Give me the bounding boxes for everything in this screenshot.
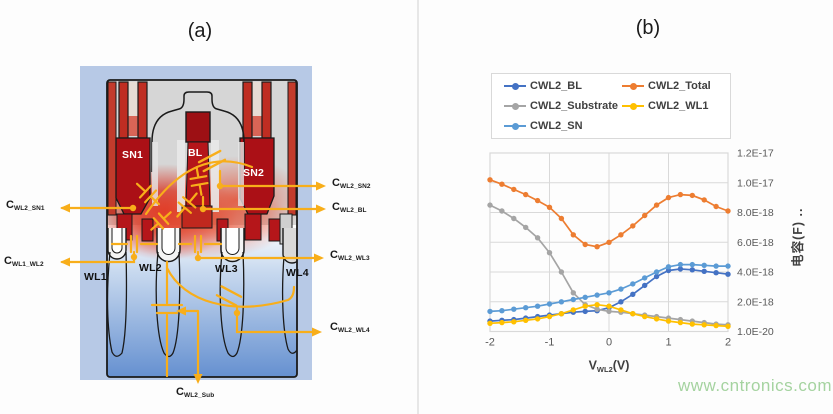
series-CWL2_WL1 (487, 302, 731, 329)
cap-label-wl2-wl3: CWL2_WL3 (330, 249, 370, 262)
deep-trench-outlines (107, 251, 297, 358)
wl2-label: WL2 (139, 262, 162, 274)
svg-text:8.0E-18: 8.0E-18 (737, 207, 774, 219)
legend-item-CWL2_SN: CWL2_SN (504, 120, 622, 133)
cap-label-wl2-bl: CWL2_BL (332, 201, 367, 214)
bl-label: BL (188, 147, 203, 159)
legend-item-CWL2_Substrate: CWL2_Substrate (504, 100, 622, 113)
legend-marker (504, 122, 526, 131)
capacitor-network (60, 149, 318, 378)
svg-text:1.2E-17: 1.2E-17 (737, 148, 774, 160)
bl-contact-cap (185, 111, 211, 143)
wl1-label: WL1 (84, 271, 107, 283)
svg-text:1.0E-17: 1.0E-17 (737, 177, 774, 189)
legend-label: CWL2_WL1 (648, 100, 709, 112)
legend-item-CWL2_BL: CWL2_BL (504, 80, 622, 93)
dome-outline (151, 91, 245, 172)
x-axis-title: VWL2(V) (589, 359, 630, 375)
cap-label-wl2-sub: CWL2_Sub (176, 386, 215, 399)
cap-label-wl2-sn1: CWL2_SN1 (6, 199, 45, 212)
panel-divider (417, 0, 419, 414)
y-axis-title: 电容(F) .. (790, 208, 805, 267)
svg-text:1.0E-20: 1.0E-20 (737, 326, 774, 338)
wl3-label: WL3 (215, 263, 238, 275)
legend-marker (622, 102, 644, 111)
svg-text:2.0E-18: 2.0E-18 (737, 296, 774, 308)
legend-marker (504, 102, 526, 111)
svg-text:6.0E-18: 6.0E-18 (737, 237, 774, 249)
panel-b-title: (b) (635, 17, 661, 39)
series-CWL2_Total (487, 177, 731, 250)
watermark: www.cntronics.com (678, 376, 832, 395)
legend-label: CWL2_SN (530, 120, 583, 132)
legend-label: CWL2_Substrate (530, 100, 619, 112)
cap-label-wl2-wl4: CWL2_WL4 (330, 321, 370, 334)
sn1-label: SN1 (122, 149, 144, 161)
legend-label: CWL2_Total (648, 80, 711, 92)
legend-item-CWL2_Total: CWL2_Total (622, 80, 730, 93)
wl4-label: WL4 (286, 267, 309, 279)
cap-label-wl1-wl2: CWL1_WL2 (4, 255, 44, 268)
cap-label-wl2-sn2: CWL2_SN2 (332, 177, 371, 190)
svg-text:2: 2 (725, 337, 731, 349)
legend-marker (504, 82, 526, 91)
capacitor-arrows (60, 181, 326, 384)
svg-text:-2: -2 (485, 337, 495, 349)
chart-legend: CWL2_BL CWL2_Total CWL2_Substrate CWL2_WL1 C… (491, 73, 731, 139)
legend-marker (622, 82, 644, 91)
svg-text:0: 0 (606, 337, 612, 349)
capacitance-chart: 1.2E-17 1.0E-17 8.0E-18 6.0E-18 4.0E-18 2.0E-… (485, 148, 805, 375)
legend-item-CWL2_WL1: CWL2_WL1 (622, 100, 730, 113)
svg-text:-1: -1 (545, 337, 555, 349)
series-CWL2_SN (487, 261, 731, 315)
sn2-label: SN2 (243, 167, 265, 179)
panel-a-title: (a) (187, 20, 213, 42)
svg-text:1: 1 (665, 337, 671, 349)
svg-text:4.0E-18: 4.0E-18 (737, 267, 774, 279)
device-cross-section (60, 66, 326, 384)
legend-label: CWL2_BL (530, 80, 582, 92)
chart-grid: 1.2E-17 1.0E-17 8.0E-18 6.0E-18 4.0E-18 2.0E-… (485, 148, 774, 349)
plot-border (489, 152, 729, 333)
